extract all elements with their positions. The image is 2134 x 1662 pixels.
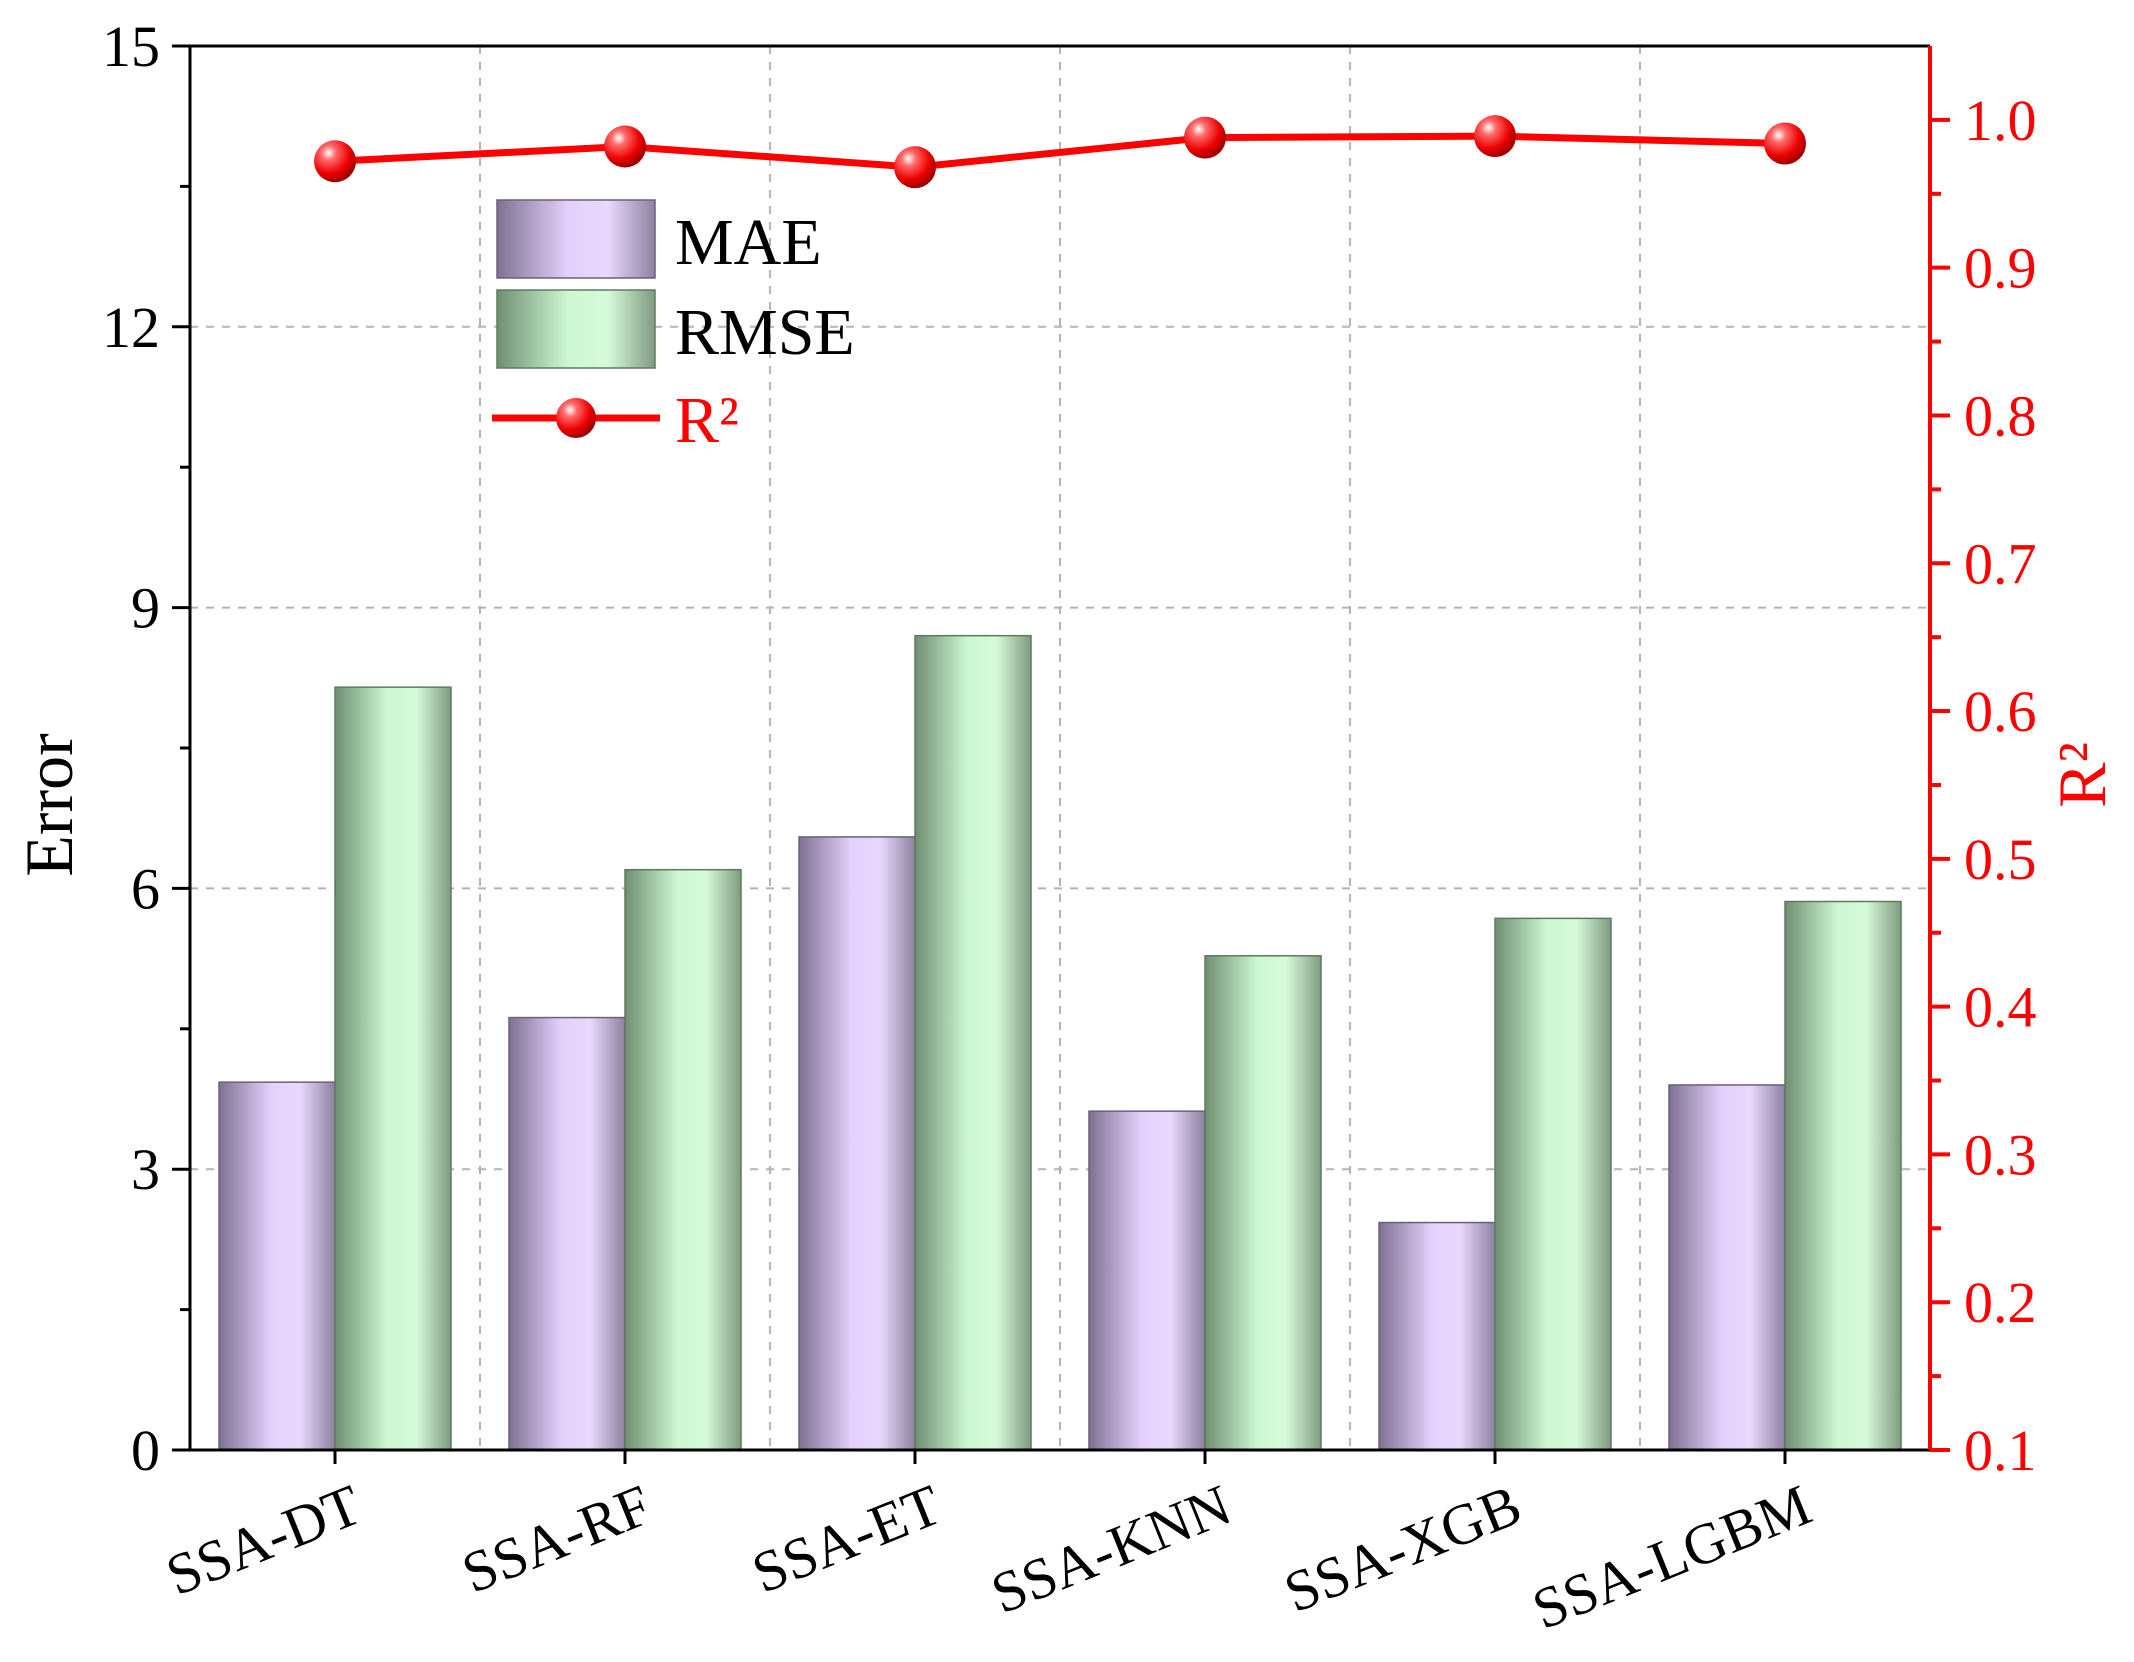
r2-point-ssa-lgbm [1764, 122, 1806, 165]
r2-point-ssa-knn [1184, 116, 1226, 159]
category-label: SSA-XGB [1275, 1472, 1529, 1625]
bar-mae-ssa-dt [218, 1081, 336, 1451]
right-axis-ticks: 0.1 0.2 0.3 0.4 0.5 0.6 0.7 0.8 0.9 1.0 [1930, 88, 2037, 1483]
legend-label-mae: MAE [675, 206, 822, 279]
category-label: SSA-RF [453, 1472, 660, 1606]
left-tick-label: 12 [102, 295, 160, 360]
bar-rmse-ssa-xgb [1494, 917, 1612, 1451]
left-tick-label: 3 [131, 1137, 160, 1202]
legend-label-r2: R² [675, 384, 739, 457]
r2-point-ssa-rf [604, 125, 646, 168]
legend: MAE RMSE R² [492, 199, 855, 457]
right-tick-label: 0.1 [1964, 1418, 2037, 1483]
category-label: SSA-LGBM [1524, 1472, 1820, 1642]
r2-line [334, 132, 1786, 171]
legend-swatch-mae [496, 199, 656, 279]
right-tick-label: 0.9 [1964, 236, 2037, 301]
bar-rmse-ssa-lgbm [1784, 900, 1902, 1451]
bars [218, 634, 1902, 1451]
r2-point-ssa-dt [314, 140, 356, 183]
left-tick-label: 9 [131, 576, 160, 641]
legend-label-rmse: RMSE [675, 296, 855, 369]
bar-rmse-ssa-rf [624, 868, 742, 1451]
bar-mae-ssa-rf [508, 1016, 626, 1451]
right-tick-label: 0.6 [1964, 679, 2037, 744]
category-label: SSA-DT [157, 1472, 370, 1608]
right-tick-label: 0.5 [1964, 827, 2037, 892]
left-axis-ticks: 0 3 6 9 12 15 [102, 14, 190, 1483]
r2-point-ssa-xgb [1474, 115, 1516, 158]
legend-swatch-r2-marker [556, 398, 596, 438]
bar-mae-ssa-et [798, 836, 916, 1451]
right-tick-label: 1.0 [1964, 88, 2037, 153]
left-tick-label: 15 [102, 14, 160, 79]
bar-mae-ssa-lgbm [1668, 1084, 1786, 1451]
bar-rmse-ssa-dt [334, 686, 452, 1451]
right-tick-label: 0.2 [1964, 1270, 2037, 1335]
bar-rmse-ssa-et [914, 634, 1032, 1451]
left-tick-label: 6 [131, 856, 160, 921]
left-tick-label: 0 [131, 1418, 160, 1483]
right-tick-label: 0.8 [1964, 383, 2037, 448]
r2-series [314, 115, 1806, 189]
right-tick-label: 0.3 [1964, 1122, 2037, 1187]
bar-rmse-ssa-knn [1204, 955, 1322, 1451]
category-label: SSA-KNN [982, 1472, 1239, 1626]
r2-point-ssa-et [894, 146, 936, 189]
legend-swatch-rmse [496, 289, 656, 369]
right-tick-label: 0.4 [1964, 975, 2037, 1040]
y-axis-title: Error [11, 733, 87, 877]
category-label: SSA-ET [743, 1472, 950, 1606]
y-axis-right-title: R² [2044, 742, 2120, 808]
right-tick-label: 0.7 [1964, 531, 2037, 596]
bar-mae-ssa-knn [1088, 1110, 1206, 1451]
bar-mae-ssa-xgb [1378, 1221, 1496, 1451]
grid-lines [190, 46, 1930, 1450]
